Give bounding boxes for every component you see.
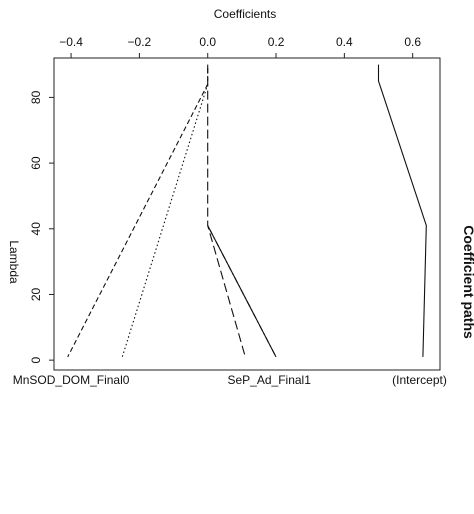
- coefficient-path-6: [377, 64, 427, 357]
- y-tick-label: 0: [29, 356, 43, 363]
- y-tick-label: 80: [29, 90, 43, 104]
- chart-title: Coefficient paths: [461, 225, 474, 339]
- coefficient-path-3: [207, 64, 246, 358]
- y-tick-label: 60: [29, 156, 43, 170]
- variable-label: (Intercept): [392, 373, 447, 387]
- x-tick-label: −0.4: [59, 35, 83, 49]
- y-tick-label: 20: [29, 287, 43, 301]
- x-tick-label: 0.0: [199, 35, 216, 49]
- x-tick-label: 0.4: [336, 35, 353, 49]
- plot-frame: [53, 57, 441, 371]
- y-axis-title: Lambda: [7, 240, 21, 284]
- x-axis-title: Coefficients: [214, 7, 276, 21]
- x-tick-label: −0.2: [128, 35, 152, 49]
- variable-label: MnSOD_DOM_Final0: [13, 373, 130, 387]
- coefficient-path-1: [67, 67, 209, 358]
- variable-label: SeP_Ad_Final1: [228, 373, 312, 387]
- coefficient-path-2: [121, 84, 209, 358]
- x-tick-label: 0.6: [404, 35, 421, 49]
- y-tick-label: 40: [29, 222, 43, 236]
- coefficient-path-5: [207, 225, 277, 358]
- x-tick-label: 0.2: [268, 35, 285, 49]
